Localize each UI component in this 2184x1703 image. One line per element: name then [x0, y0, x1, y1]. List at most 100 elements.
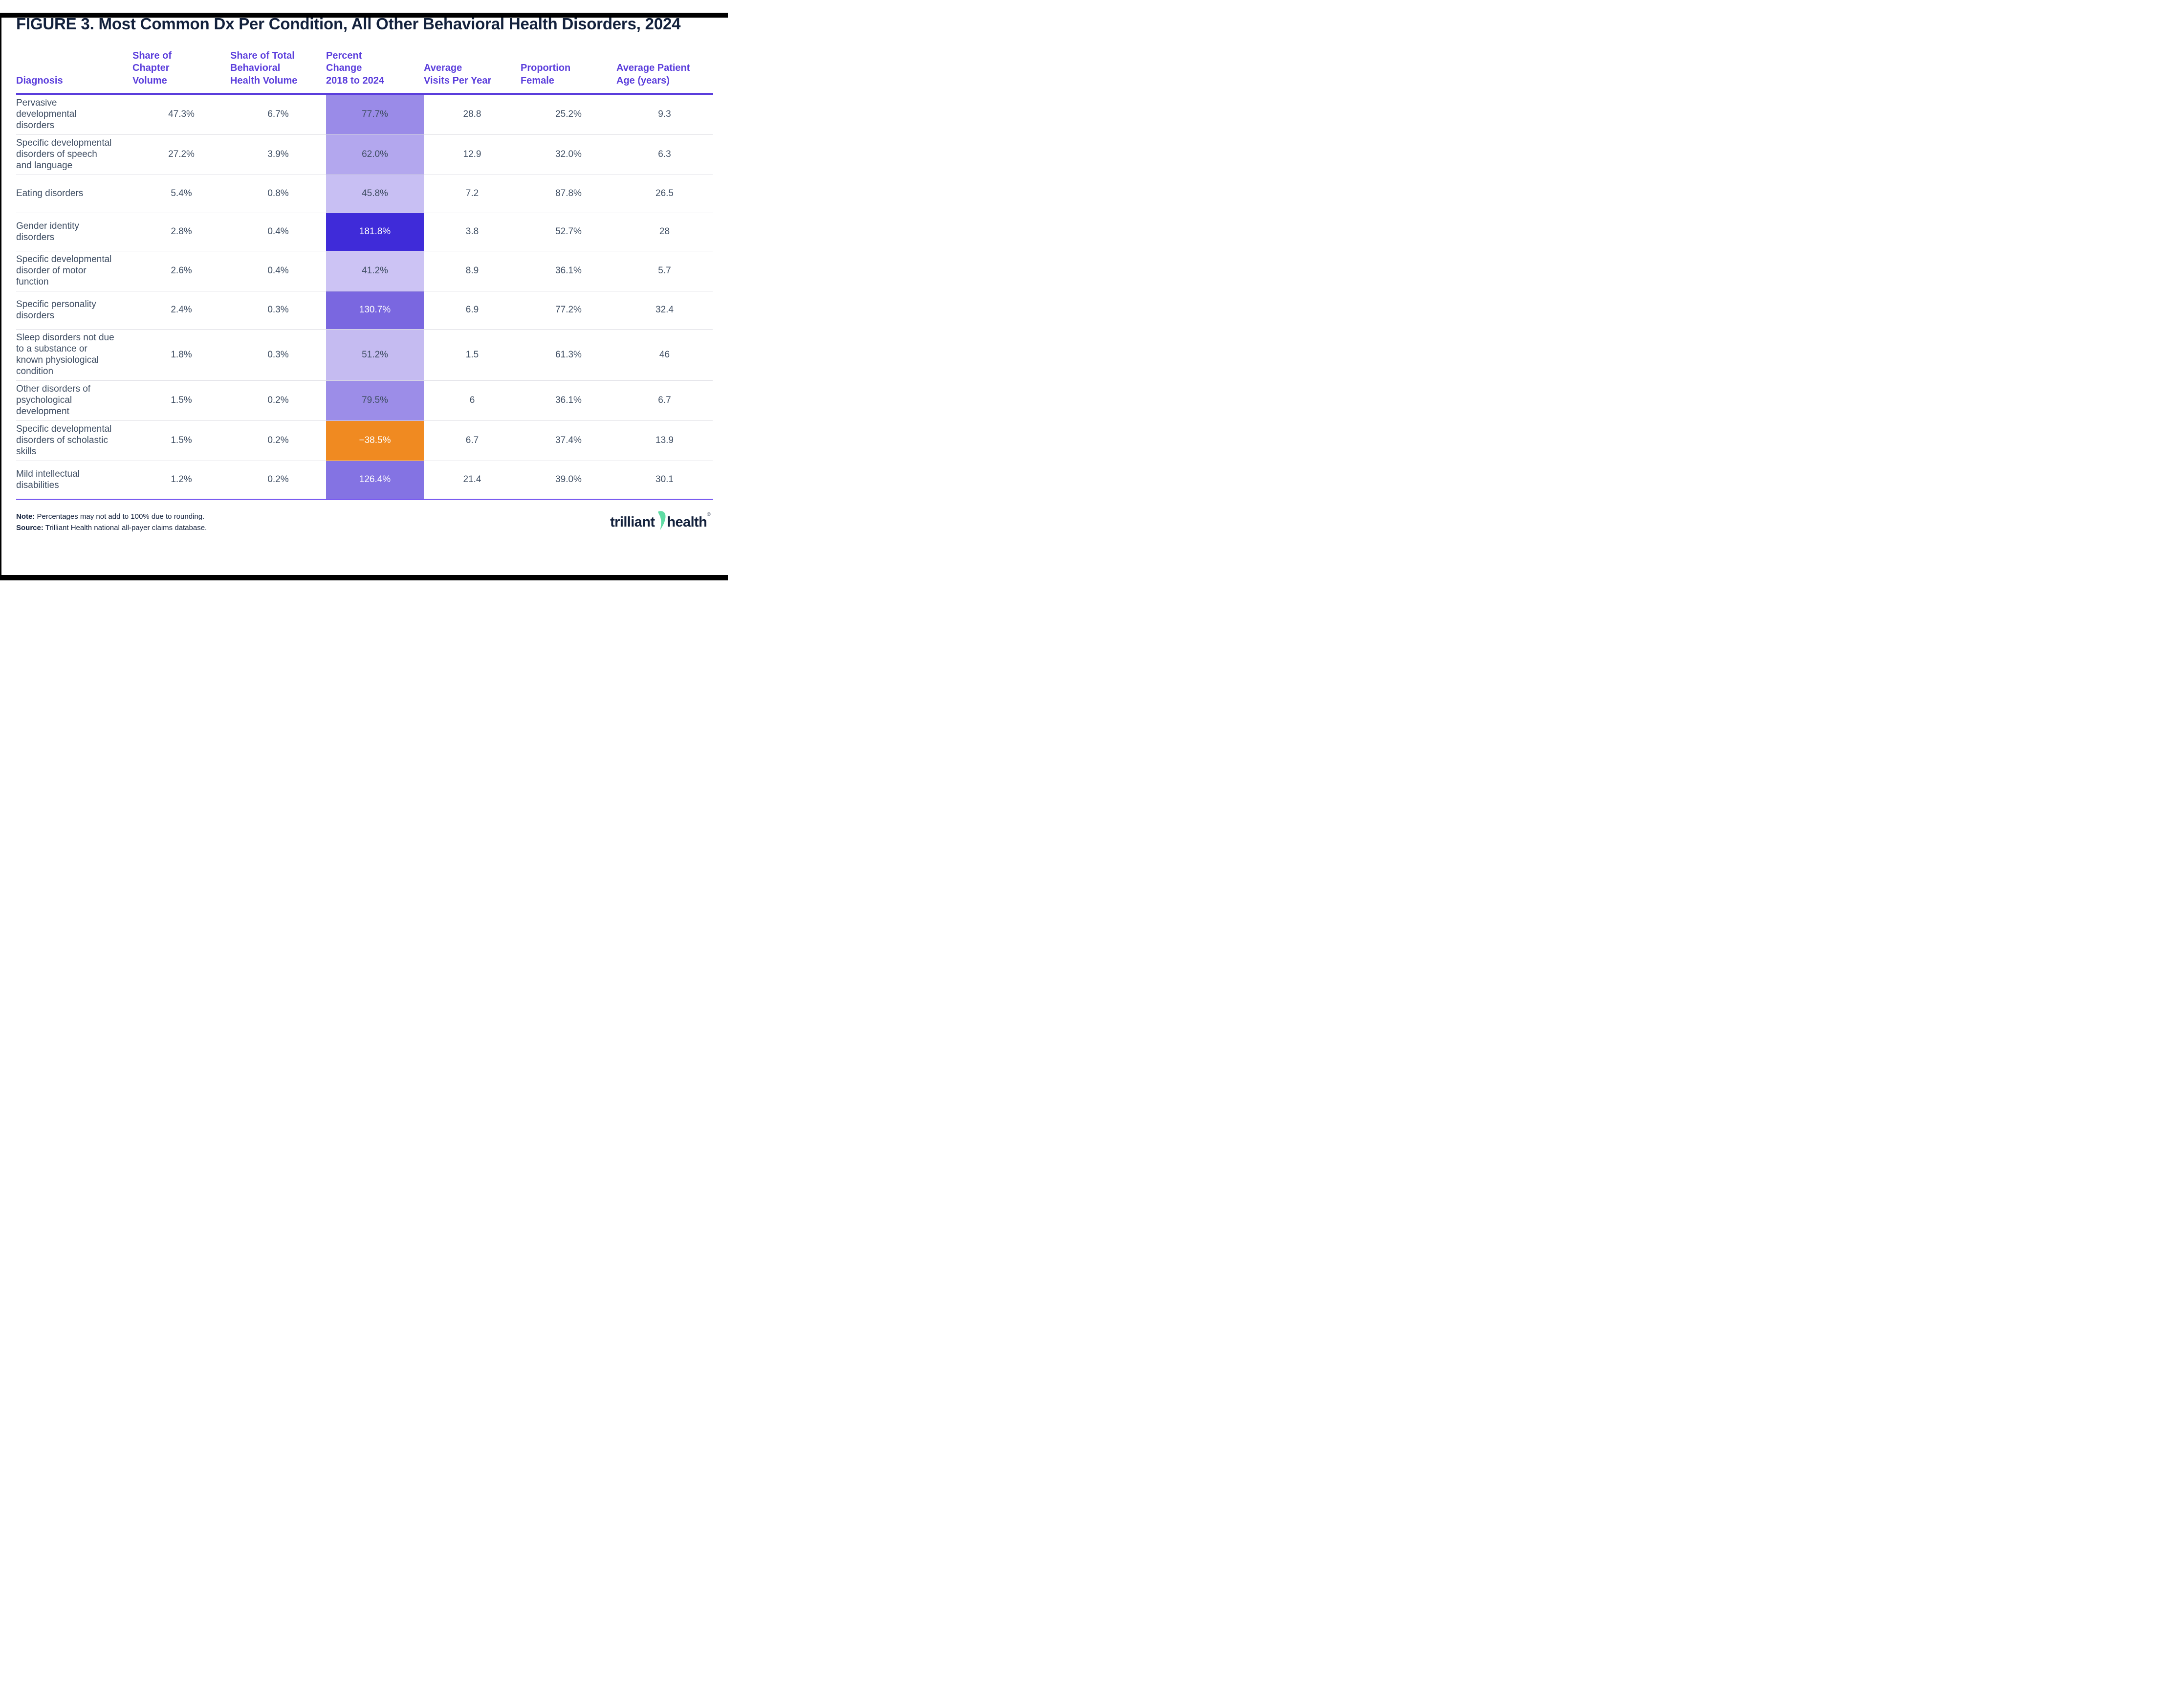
source-label: Source:	[16, 524, 44, 532]
diagnosis-cell: Specific developmental disorder of motor…	[16, 251, 132, 291]
visits-cell: 1.5	[424, 329, 521, 380]
table-row: Other disorders of psychological develop…	[16, 380, 713, 421]
registered-mark: ®	[707, 512, 710, 518]
percent-change-cell: 130.7%	[326, 291, 424, 330]
share-total-cell: 0.2%	[230, 380, 326, 420]
visits-cell: 12.9	[424, 134, 521, 175]
figure-content: FIGURE 3. Most Common Dx Per Condition, …	[1, 13, 728, 535]
top-border-bar	[0, 13, 728, 18]
share-chapter-cell: 2.8%	[132, 213, 230, 251]
figure-title: FIGURE 3. Most Common Dx Per Condition, …	[16, 15, 681, 33]
share-chapter-cell: 1.8%	[132, 329, 230, 380]
age-cell: 46	[616, 329, 713, 380]
age-cell: 28	[616, 213, 713, 251]
visits-cell: 3.8	[424, 213, 521, 251]
female-cell: 37.4%	[521, 420, 616, 461]
diagnosis-cell: Other disorders of psychological develop…	[16, 380, 132, 420]
age-cell: 6.3	[616, 134, 713, 175]
age-cell: 6.7	[616, 380, 713, 420]
share-total-cell: 3.9%	[230, 134, 326, 175]
diagnosis-cell: Eating disorders	[16, 175, 132, 213]
share-total-cell: 0.8%	[230, 175, 326, 213]
share-chapter-cell: 1.2%	[132, 461, 230, 499]
column-header-diagnosis: Diagnosis	[16, 75, 63, 86]
diagnosis-cell: Mild intellectual disabilities	[16, 461, 132, 499]
visits-cell: 7.2	[424, 175, 521, 213]
table-row: Gender identity disorders 2.8% 0.4% 181.…	[16, 213, 713, 251]
table-row: Specific developmental disorder of motor…	[16, 251, 713, 291]
source-line: Source: Trilliant Health national all-pa…	[16, 522, 207, 533]
age-cell: 30.1	[616, 461, 713, 499]
note-line: Note: Percentages may not add to 100% du…	[16, 511, 207, 522]
column-header-share-total: Share of Total Behavioral Health Volume	[230, 50, 298, 86]
visits-cell: 6.9	[424, 291, 521, 329]
female-cell: 52.7%	[521, 213, 616, 251]
header-divider-rule	[16, 93, 713, 95]
crescent-swoosh-icon	[658, 511, 666, 531]
diagnosis-cell: Pervasive developmental disorders	[16, 98, 77, 131]
female-cell: 25.2%	[555, 109, 582, 120]
age-cell: 26.5	[616, 175, 713, 213]
percent-change-cell: 126.4%	[326, 461, 424, 499]
share-total-cell: 0.3%	[230, 291, 326, 329]
share-total-cell: 0.4%	[230, 251, 326, 291]
table-row: Eating disorders 5.4% 0.8% 45.8% 7.2 87.…	[16, 175, 713, 213]
percent-change-cell: 181.8%	[326, 213, 424, 251]
percent-change-cell: 62.0%	[326, 134, 424, 175]
visits-cell: 21.4	[424, 461, 521, 499]
figure-footer: Note: Percentages may not add to 100% du…	[16, 509, 713, 535]
column-header-visits: Average Visits Per Year	[424, 63, 492, 86]
footnotes: Note: Percentages may not add to 100% du…	[16, 511, 207, 534]
bottom-border-bar	[0, 575, 728, 580]
share-total-cell: 0.4%	[230, 213, 326, 251]
female-cell: 61.3%	[521, 329, 616, 380]
visits-cell: 28.8	[463, 109, 481, 120]
column-header-percent-change: Percent Change 2018 to 2024	[326, 50, 384, 86]
percent-change-cell: 51.2%	[326, 329, 424, 381]
note-label: Note:	[16, 512, 35, 521]
age-cell: 32.4	[616, 291, 713, 329]
diagnosis-cell: Specific developmental disorders of scho…	[16, 420, 132, 461]
female-cell: 32.0%	[521, 134, 616, 175]
age-cell: 9.3	[658, 109, 671, 120]
source-text: Trilliant Health national all-payer clai…	[45, 524, 207, 532]
share-total-cell: 0.2%	[230, 420, 326, 461]
share-total-cell: 0.3%	[230, 329, 326, 380]
percent-change-cell: 79.5%	[326, 380, 424, 421]
table-row: Specific developmental disorders of scho…	[16, 420, 713, 461]
logo-text-health: health	[667, 514, 707, 530]
visits-cell: 6	[424, 380, 521, 420]
table-row: Mild intellectual disabilities 1.2% 0.2%…	[16, 461, 713, 499]
diagnosis-cell: Specific personality disorders	[16, 291, 132, 329]
table-header-row: Diagnosis Share of Chapter Volume Share …	[16, 50, 713, 93]
logo-text-trilliant: trilliant	[610, 514, 655, 530]
share-chapter-cell: 5.4%	[132, 175, 230, 213]
female-cell: 36.1%	[521, 251, 616, 291]
share-chapter-cell: 2.6%	[132, 251, 230, 291]
note-text: Percentages may not add to 100% due to r…	[37, 512, 205, 521]
table-row: Specific developmental disorders of spee…	[16, 134, 713, 175]
table-bottom-rule	[16, 499, 713, 501]
percent-change-cell: 45.8%	[326, 175, 424, 213]
diagnosis-cell: Gender identity disorders	[16, 213, 132, 251]
visits-cell: 6.7	[424, 420, 521, 461]
share-chapter-cell: 1.5%	[132, 380, 230, 420]
table-row: Pervasive developmental disorders 47.3% …	[16, 95, 713, 135]
table-row: Specific personality disorders 2.4% 0.3%…	[16, 291, 713, 330]
diagnosis-cell: Specific developmental disorders of spee…	[16, 134, 132, 175]
share-chapter-cell: 1.5%	[132, 420, 230, 461]
percent-change-cell: −38.5%	[326, 420, 424, 461]
percent-change-cell: 41.2%	[326, 251, 424, 291]
share-chapter-cell: 47.3%	[168, 109, 195, 120]
age-cell: 13.9	[616, 420, 713, 461]
percent-change-cell: 77.7%	[326, 95, 424, 135]
female-cell: 77.2%	[521, 291, 616, 329]
share-total-cell: 6.7%	[267, 109, 289, 120]
table-row: Sleep disorders not due to a substance o…	[16, 329, 713, 381]
column-header-female: Proportion Female	[521, 63, 571, 86]
column-header-share-chapter: Share of Chapter Volume	[132, 50, 172, 86]
share-chapter-cell: 2.4%	[132, 291, 230, 329]
column-header-age: Average Patient Age (years)	[616, 63, 690, 86]
female-cell: 87.8%	[521, 175, 616, 213]
female-cell: 36.1%	[521, 380, 616, 420]
